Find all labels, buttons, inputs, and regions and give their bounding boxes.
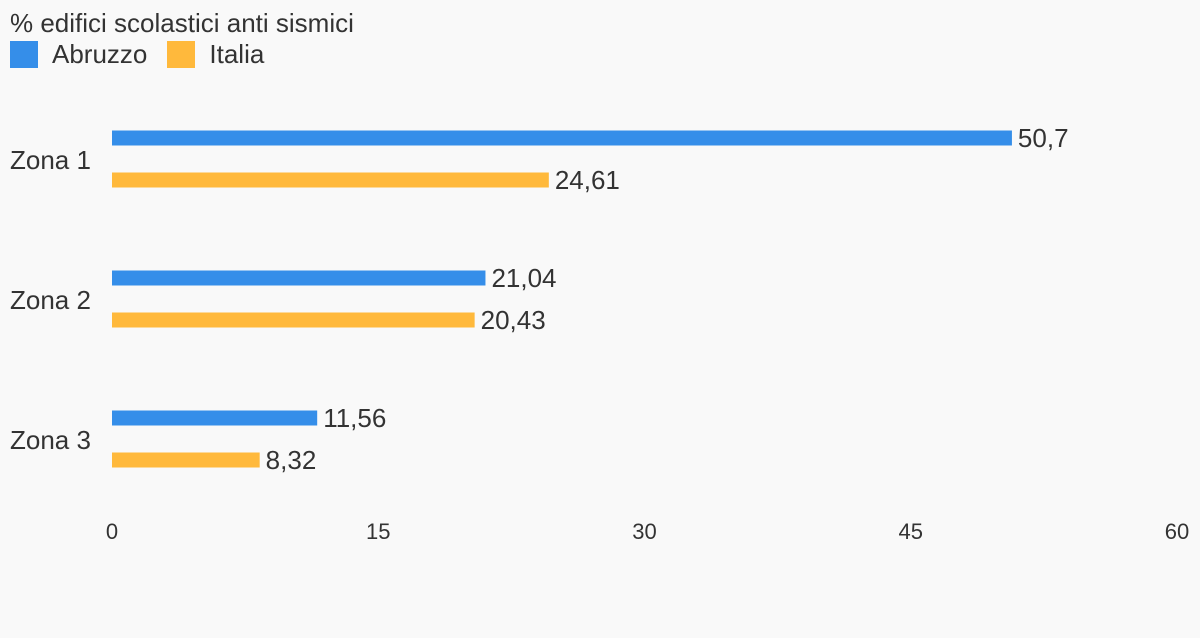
bar-italia-zona-2[interactable] (112, 312, 475, 328)
data-label-abruzzo-zona-1: 50,7 (1018, 123, 1069, 153)
x-tick-label-30: 30 (632, 519, 656, 544)
bar-italia-zona-1[interactable] (112, 172, 549, 188)
legend-item-italia[interactable]: Italia (167, 38, 264, 70)
legend-label-italia: Italia (209, 39, 265, 69)
bar-italia-zona-3[interactable] (112, 452, 260, 468)
data-label-abruzzo-zona-2: 21,04 (491, 263, 556, 293)
data-label-italia-zona-2: 20,43 (481, 305, 546, 335)
x-tick-label-15: 15 (366, 519, 390, 544)
bar-abruzzo-zona-1[interactable] (112, 130, 1012, 146)
legend: Abruzzo Italia (10, 38, 284, 70)
legend-swatch-abruzzo (10, 40, 38, 68)
data-label-italia-zona-3: 8,32 (266, 445, 317, 475)
legend-label-abruzzo: Abruzzo (52, 39, 148, 69)
legend-swatch-italia (167, 40, 196, 68)
bar-abruzzo-zona-2[interactable] (112, 270, 486, 286)
data-label-abruzzo-zona-3: 11,56 (323, 403, 386, 433)
x-tick-label-60: 60 (1165, 519, 1189, 544)
chart-title: % edifici scolastici anti sismici (10, 8, 354, 38)
category-label-zona-1: Zona 1 (10, 145, 91, 175)
bar-abruzzo-zona-3[interactable] (112, 410, 318, 426)
legend-item-abruzzo[interactable]: Abruzzo (10, 38, 147, 70)
category-label-zona-2: Zona 2 (10, 285, 91, 315)
x-tick-label-45: 45 (899, 519, 923, 544)
data-label-italia-zona-1: 24,61 (555, 165, 620, 195)
x-tick-label-0: 0 (106, 519, 118, 544)
category-label-zona-3: Zona 3 (10, 425, 91, 455)
